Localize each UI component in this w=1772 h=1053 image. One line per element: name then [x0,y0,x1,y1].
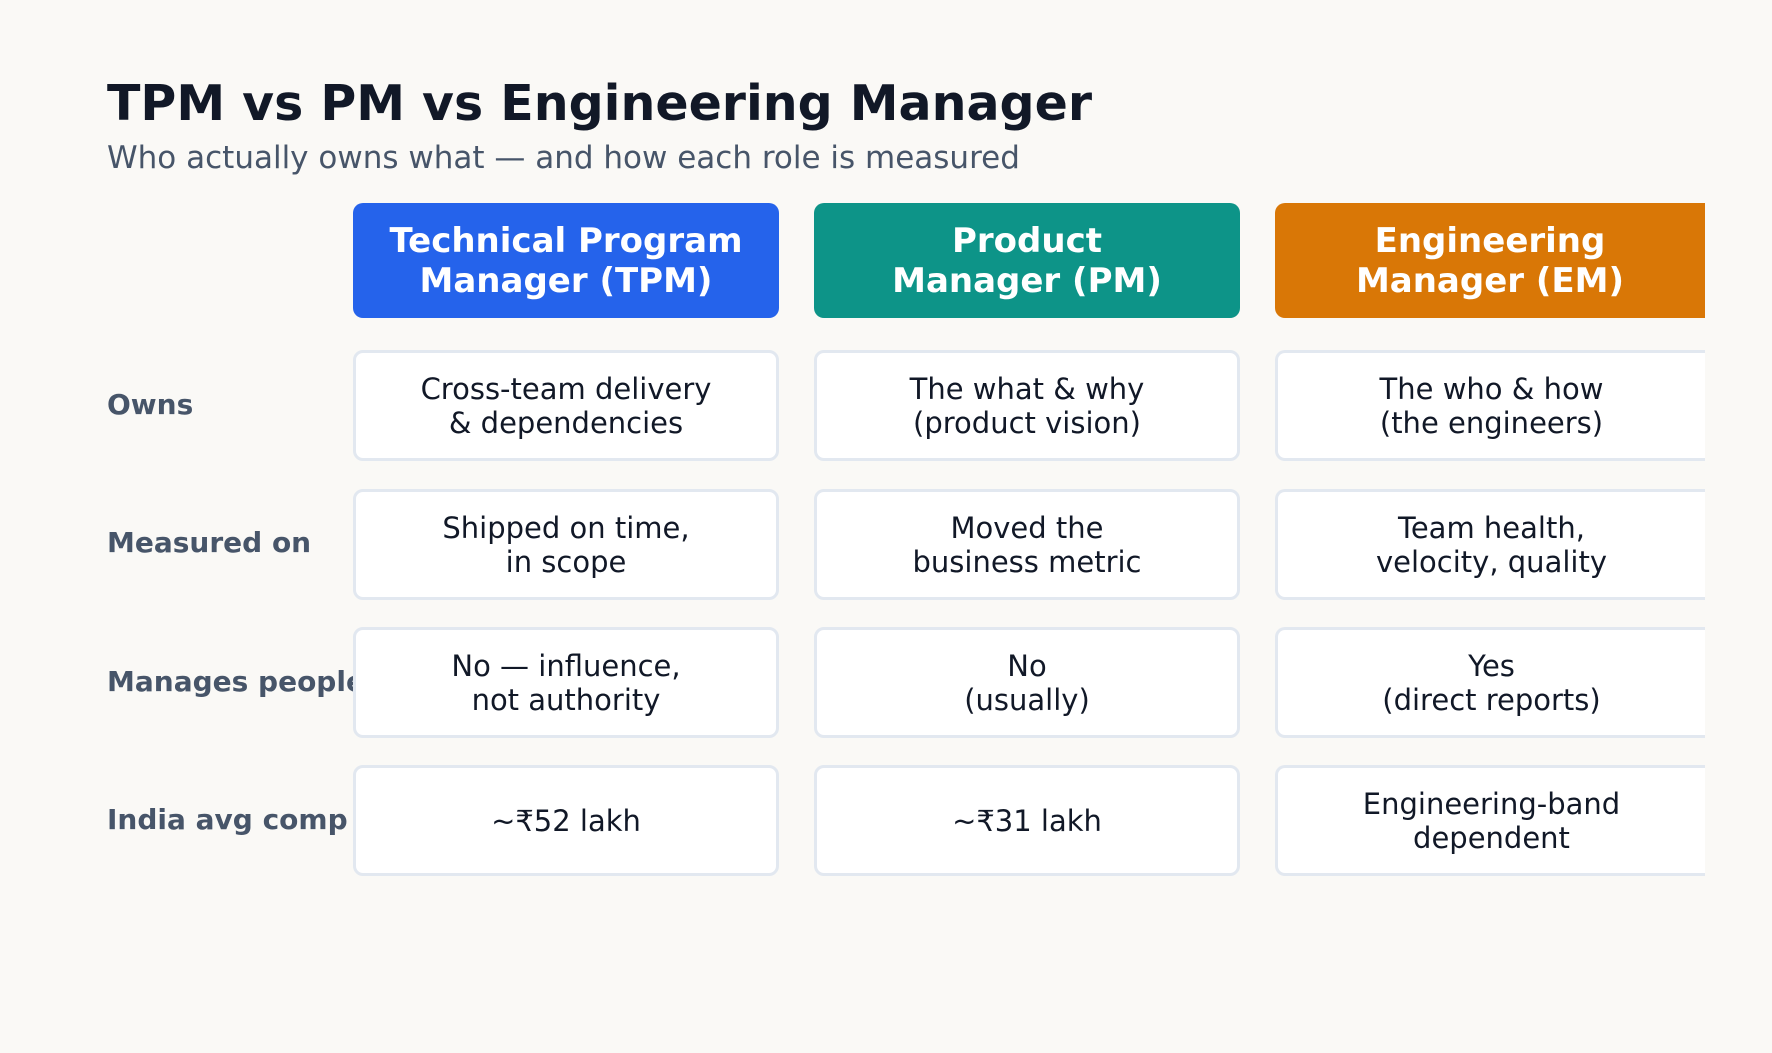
cell-manages-em: Yes (direct reports) [1275,627,1705,738]
cell-owns-em: The who & how (the engineers) [1275,350,1705,461]
cell-measured-tpm: Shipped on time, in scope [353,489,779,600]
cell-owns-tpm: Cross-team delivery & dependencies [353,350,779,461]
cell-measured-pm: Moved the business metric [814,489,1240,600]
column-header-em: Engineering Manager (EM) [1275,203,1705,318]
row-label-manages-people: Manages people? [107,665,382,698]
cell-owns-pm: The what & why (product vision) [814,350,1240,461]
cell-manages-pm: No (usually) [814,627,1240,738]
cell-manages-tpm: No — influence, not authority [353,627,779,738]
cell-comp-tpm: ~₹52 lakh [353,765,779,876]
page-title: TPM vs PM vs Engineering Manager [107,75,1093,132]
cell-comp-pm: ~₹31 lakh [814,765,1240,876]
column-header-pm: Product Manager (PM) [814,203,1240,318]
cell-measured-em: Team health, velocity, quality [1275,489,1705,600]
page-subtitle: Who actually owns what — and how each ro… [107,140,1020,176]
row-label-owns: Owns [107,388,194,421]
column-header-tpm: Technical Program Manager (TPM) [353,203,779,318]
cell-comp-em: Engineering-band dependent [1275,765,1705,876]
row-label-measured-on: Measured on [107,526,312,559]
